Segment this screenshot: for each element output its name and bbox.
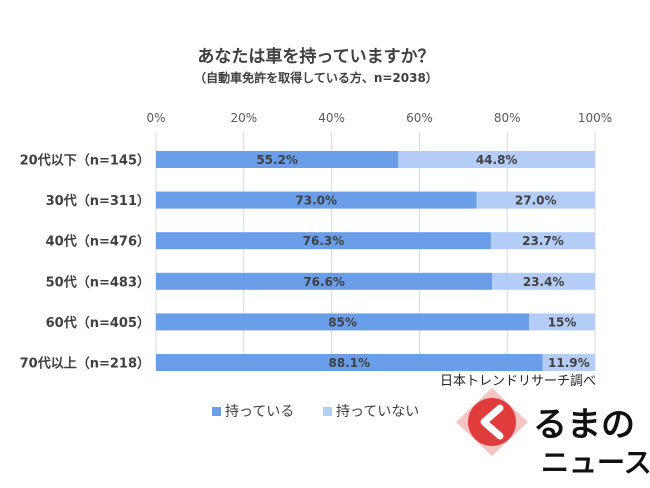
bar-owned	[156, 232, 491, 250]
x-tick-label: 40%	[318, 111, 345, 125]
bar-owned	[156, 151, 399, 168]
x-axis-ticks: 0% 20% 40% 60% 80% 100%	[146, 111, 612, 125]
bar-not-owned	[529, 313, 595, 331]
bar-owned	[156, 313, 530, 331]
logo-text-top: るまの	[533, 405, 635, 445]
data-label: 11.9%	[548, 356, 590, 370]
logo-text-bottom: ニュース	[541, 446, 650, 479]
bar-owned	[156, 354, 543, 371]
data-label: 44.8%	[476, 153, 518, 167]
data-label: 55.2%	[256, 153, 298, 167]
bar-not-owned	[492, 272, 595, 290]
legend: 持っている 持っていない	[212, 404, 419, 420]
legend-label-owned: 持っている	[225, 404, 294, 420]
data-label: 76.6%	[303, 275, 345, 289]
logo: るまの ニュース	[456, 388, 650, 479]
bar-not-owned	[476, 191, 595, 209]
legend-swatch-not-owned	[323, 407, 332, 416]
data-label: 15%	[548, 315, 577, 329]
data-label: 23.4%	[523, 275, 565, 289]
category-label: 40代（n=476）	[46, 234, 150, 250]
x-tick-label: 60%	[406, 111, 433, 125]
x-tick-label: 20%	[230, 111, 257, 125]
x-tick-label: 0%	[146, 111, 165, 125]
chart-title: あなたは車を持っていますか？	[197, 46, 434, 67]
legend-label-not-owned: 持っていない	[336, 404, 419, 420]
x-tick-label: 100%	[578, 111, 612, 125]
logo-chevron-icon	[480, 404, 504, 440]
data-label: 23.7%	[522, 234, 564, 248]
data-label: 27.0%	[515, 194, 557, 208]
data-label: 85%	[328, 315, 357, 329]
x-tick-label: 80%	[494, 111, 521, 125]
category-labels: 20代以下（n=145） 30代（n=311） 40代（n=476） 50代（n=48…	[20, 153, 150, 372]
logo-circle-icon	[468, 398, 516, 446]
bars: 55.2% 44.8% 73.0% 27.0% 76.3% 23.7% 76.6% 23.4%…	[156, 151, 595, 371]
category-label: 20代以下（n=145）	[20, 153, 150, 169]
data-label: 76.3%	[303, 234, 345, 248]
chart-subtitle: （自動車免許を取得している方、n=2038）	[194, 70, 438, 85]
legend-swatch-owned	[212, 407, 221, 416]
category-label: 70代以上（n=218）	[20, 356, 150, 372]
data-label: 88.1%	[329, 356, 371, 370]
category-label: 50代（n=483）	[46, 274, 150, 290]
category-label: 30代（n=311）	[46, 193, 150, 209]
source-note: 日本トレンドリサーチ調べ	[440, 374, 596, 389]
bar-not-owned	[398, 151, 595, 168]
bar-not-owned	[490, 232, 595, 250]
bar-not-owned	[542, 354, 595, 371]
data-label: 73.0%	[295, 194, 337, 208]
bar-owned	[156, 272, 493, 290]
category-label: 60代（n=405）	[46, 315, 150, 331]
bar-owned	[156, 191, 477, 209]
